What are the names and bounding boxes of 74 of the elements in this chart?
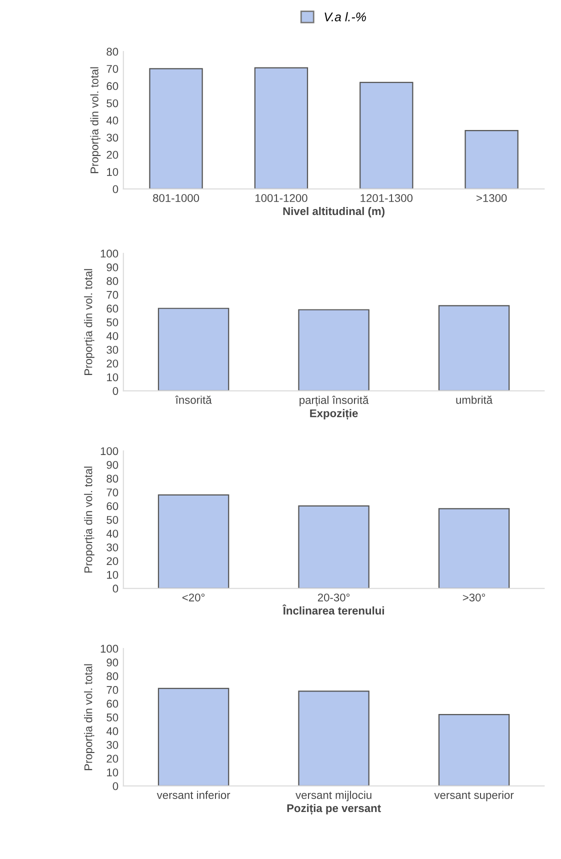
bar (438, 714, 510, 786)
y-tick-label: 40 (106, 727, 118, 736)
x-tick-label: parțial însorită (300, 396, 369, 406)
x-axis-title: Înclinarea terenului (282, 604, 384, 615)
y-tick-label: 100 (100, 447, 118, 456)
y-tick-label: 10 (107, 768, 118, 776)
x-axis-title: Expoziție (310, 409, 358, 420)
y-tick-label: 30 (106, 741, 118, 749)
y-tick-label: 70 (106, 64, 118, 73)
y-tick-label: 0 (112, 387, 118, 395)
y-tick-label: 0 (112, 782, 118, 790)
x-tick-label: versant superior (434, 790, 514, 802)
y-tick-label: 50 (106, 318, 118, 326)
bar (254, 67, 308, 189)
x-tick-label: >1300 (476, 194, 507, 202)
x-tick-label: umbrită (456, 396, 493, 404)
x-tick-label: însorită (175, 396, 212, 404)
y-tick-label: 20 (106, 360, 118, 368)
bar (298, 505, 370, 588)
y-tick-label: 70 (106, 488, 118, 496)
y-tick-label: 20 (106, 557, 118, 566)
y-tick-label: 50 (106, 516, 118, 524)
x-tick-label: versant inferior (156, 790, 230, 800)
y-tick-label: 60 (106, 700, 118, 708)
x-tick-label: 1001-1200 (255, 194, 308, 202)
y-tick-label: 80 (106, 672, 118, 680)
y-tick-label: 50 (106, 99, 118, 108)
y-tick-label: 90 (106, 658, 118, 666)
bar (149, 68, 203, 189)
x-tick-label: versant mijlociu (296, 790, 372, 802)
bar (438, 508, 510, 588)
y-tick-label: 80 (106, 277, 118, 286)
y-tick-label: 100 (100, 250, 118, 258)
bar (464, 130, 518, 189)
y-tick-label: 30 (106, 543, 118, 552)
y-tick-label: 70 (106, 290, 118, 299)
legend-label: V.a l.-% (324, 12, 366, 22)
y-tick-label: 90 (106, 460, 118, 469)
x-axis-title: Nivel altitudinal (m) (283, 206, 384, 218)
y-tick-label: 30 (106, 346, 118, 354)
y-axis-title: Proporția din vol. total (84, 664, 94, 770)
y-tick-label: 100 (100, 644, 118, 653)
y-tick-label: 10 (107, 373, 118, 382)
y-tick-label: 90 (106, 263, 118, 272)
y-axis-title: Proporția din vol. total (90, 67, 101, 174)
bar (158, 494, 230, 588)
x-axis-title: Poziția pe versant (287, 804, 381, 815)
y-tick-label: 20 (106, 150, 118, 159)
y-tick-label: 80 (106, 474, 118, 483)
y-tick-label: 40 (106, 116, 118, 124)
bar (298, 690, 370, 786)
y-tick-label: 40 (106, 332, 118, 340)
y-tick-label: 50 (106, 714, 118, 722)
y-tick-label: 70 (106, 686, 118, 694)
x-tick-label: 20-30° (318, 594, 350, 602)
x-tick-label: 801-1000 (153, 194, 200, 202)
y-tick-label: 60 (106, 82, 118, 90)
y-tick-label: 0 (112, 584, 118, 593)
x-tick-label: <20° (182, 594, 205, 602)
y-tick-label: 30 (106, 134, 118, 142)
y-axis-title: Proporția din vol. total (84, 466, 94, 573)
x-tick-label: >30° (462, 594, 486, 602)
y-tick-label: 10 (107, 168, 118, 176)
y-tick-label: 60 (106, 304, 118, 313)
bar (158, 688, 230, 786)
y-tick-label: 80 (106, 48, 118, 56)
bar (360, 82, 414, 189)
y-tick-label: 40 (106, 530, 118, 538)
x-tick-label: 1201-1300 (360, 194, 413, 202)
y-tick-label: 0 (112, 185, 118, 194)
y-axis-title: Proporția din vol. total (84, 269, 94, 375)
y-tick-label: 60 (106, 502, 118, 510)
y-tick-label: 20 (106, 754, 118, 763)
y-tick-label: 10 (107, 570, 118, 579)
